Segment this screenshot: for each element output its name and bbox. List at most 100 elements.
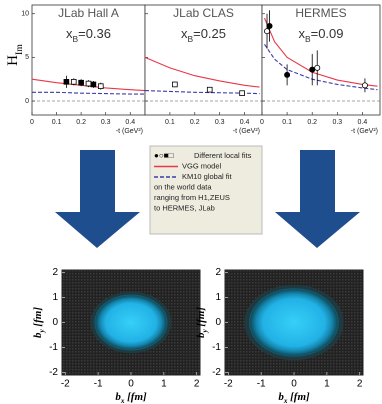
x-tick-label: 0.4 bbox=[358, 119, 368, 126]
annotation-part: B bbox=[187, 34, 193, 44]
legend-symbols: ●○■□ bbox=[154, 151, 173, 160]
marker bbox=[206, 86, 213, 93]
annotation-part: x bbox=[298, 26, 305, 41]
y-tick-label: -2 bbox=[212, 367, 221, 378]
x-tick-label: 0.3 bbox=[101, 119, 111, 126]
x-axis-label-part: [fm] bbox=[287, 391, 310, 403]
x-tick-label: 0.2 bbox=[307, 119, 317, 126]
annotation: xB=0.09 bbox=[298, 26, 343, 44]
y-tick-label: 1 bbox=[215, 292, 221, 303]
x-tick-label: -1 bbox=[94, 379, 103, 390]
annotation-part: B bbox=[72, 34, 78, 44]
panel: 0.1 0.2 0.3 0.4 -t (GeV²) JLab CLAS xB=0.25 bbox=[144, 4, 263, 135]
marker bbox=[63, 79, 70, 85]
marker bbox=[284, 71, 291, 78]
y-tick-label: 0 bbox=[25, 98, 29, 105]
y-axis-label: by [fm] bbox=[195, 307, 209, 338]
marker bbox=[70, 79, 77, 85]
legend-label: on the world data bbox=[154, 182, 212, 191]
annotation-part: =0.09 bbox=[311, 26, 344, 41]
x-tick-label: 0.3 bbox=[215, 119, 225, 126]
annotation-part: =0.36 bbox=[78, 26, 111, 41]
y-tick-label: 1 bbox=[52, 292, 58, 303]
x-tick-label: 0.1 bbox=[165, 119, 175, 126]
y-axis-label-part: y bbox=[201, 328, 209, 333]
marker bbox=[90, 81, 97, 88]
x-axis-label-part: x bbox=[120, 397, 125, 404]
panel-title: JLab CLAS bbox=[173, 6, 234, 20]
annotation-part: x bbox=[66, 26, 73, 41]
y-tick-label: 0 bbox=[52, 317, 58, 328]
x-axis-label: bx [fm] bbox=[278, 391, 310, 404]
plot-frame bbox=[31, 4, 146, 116]
x-tick-label: 2 bbox=[357, 379, 363, 390]
annotation: xB=0.36 bbox=[66, 26, 111, 44]
x-tick-label: -2 bbox=[224, 379, 233, 390]
panel: 0 0.1 0.2 0.3 0.4 -t (GeV²) HERMES xB=0.09 bbox=[260, 4, 381, 135]
x-tick-label: -1 bbox=[257, 379, 266, 390]
legend-label: Different local fits bbox=[194, 151, 252, 160]
x-axis-label: -t (GeV²) bbox=[233, 128, 260, 135]
x-tick-label: 0.3 bbox=[332, 119, 342, 126]
y-axis-label-part: [fm] bbox=[195, 307, 207, 330]
marker bbox=[97, 83, 104, 89]
arrow-left bbox=[55, 150, 140, 248]
y-axis-label-part: H bbox=[5, 55, 21, 66]
y-axis-label-part: y bbox=[38, 328, 46, 333]
arrow-right bbox=[275, 150, 360, 248]
x-axis-label-part: b bbox=[115, 391, 121, 403]
y-tick-label: 2 bbox=[52, 267, 58, 278]
x-axis-label-part: b bbox=[278, 391, 284, 403]
x-tick-label: 0.2 bbox=[76, 119, 86, 126]
legend-box bbox=[149, 145, 263, 235]
y-axis-label-part: b bbox=[32, 332, 44, 338]
annotation-part: B bbox=[305, 34, 311, 44]
y-tick-label: 0 bbox=[215, 317, 221, 328]
x-tick-label: 0 bbox=[30, 119, 34, 126]
panel-title: JLab Hall A bbox=[58, 6, 119, 20]
x-tick-label: 0 bbox=[260, 119, 264, 126]
density-disc bbox=[249, 288, 339, 357]
y-tick-label: -1 bbox=[49, 342, 58, 353]
marker bbox=[78, 79, 84, 86]
marker bbox=[239, 90, 245, 96]
x-tick-label: 0.1 bbox=[52, 119, 62, 126]
x-tick-label: 0 bbox=[291, 379, 297, 390]
plot-frame bbox=[261, 4, 381, 116]
marker bbox=[309, 66, 316, 73]
marker bbox=[314, 64, 321, 71]
x-tick-label: 2 bbox=[194, 379, 200, 390]
curve bbox=[144, 56, 260, 88]
y-tick-label: 2 bbox=[215, 267, 221, 278]
curve bbox=[144, 90, 260, 95]
marker bbox=[266, 22, 273, 29]
y-axis-label: HIm bbox=[5, 44, 24, 66]
y-axis-label-part: Im bbox=[14, 44, 25, 55]
y-axis-label-part: [fm] bbox=[32, 307, 44, 330]
x-tick-label: 0 bbox=[128, 379, 134, 390]
y-tick-label: 5 bbox=[25, 54, 29, 61]
x-tick-label: 1 bbox=[324, 379, 330, 390]
x-tick-label: 0.4 bbox=[125, 119, 135, 126]
marker bbox=[85, 80, 92, 87]
legend-label: KM10 global fit bbox=[182, 172, 233, 181]
x-tick-label: 0.2 bbox=[190, 119, 200, 126]
x-axis-label: -t (GeV²) bbox=[116, 128, 143, 135]
legend-label: VGG model bbox=[182, 161, 222, 170]
curve bbox=[32, 91, 145, 95]
x-axis-label: bx [fm] bbox=[115, 391, 147, 404]
y-axis-label: by [fm] bbox=[32, 307, 46, 338]
marker bbox=[172, 81, 178, 88]
x-tick-label: -2 bbox=[61, 379, 70, 390]
plot-frame bbox=[144, 4, 263, 116]
x-tick-label: 0.4 bbox=[240, 119, 250, 126]
panel-title: HERMES bbox=[295, 6, 346, 20]
annotation: xB=0.25 bbox=[181, 26, 226, 44]
x-axis-label: -t (GeV²) bbox=[351, 128, 378, 135]
x-axis-label-part: x bbox=[283, 397, 288, 404]
panel: 0 5 10 0 0.1 0.2 0.3 0.4 -t (GeV²) JLab Hall A xB=… bbox=[5, 4, 146, 135]
marker bbox=[264, 28, 271, 35]
y-tick-label: 10 bbox=[21, 11, 29, 18]
